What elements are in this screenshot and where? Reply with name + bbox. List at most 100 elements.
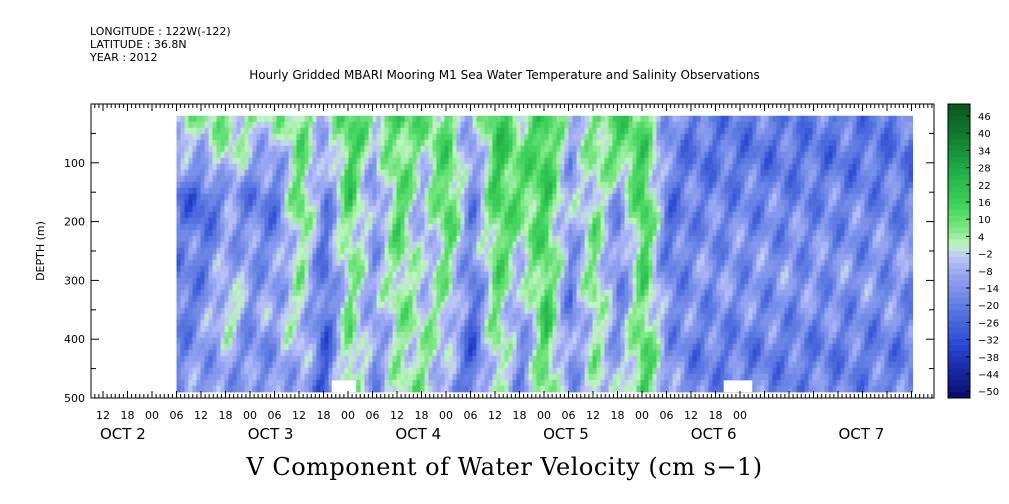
heatmap-cell bbox=[584, 205, 590, 213]
heatmap-cell bbox=[520, 253, 526, 261]
heatmap-cell bbox=[484, 115, 490, 123]
heatmap-cell bbox=[512, 115, 518, 123]
heatmap-cell bbox=[584, 337, 590, 345]
heatmap-cell bbox=[272, 283, 278, 291]
heatmap-cell bbox=[552, 289, 558, 297]
heatmap-cell bbox=[328, 163, 334, 171]
heatmap-cell bbox=[324, 379, 330, 387]
heatmap-cell bbox=[228, 253, 234, 261]
heatmap-cell bbox=[260, 295, 266, 303]
heatmap-cell bbox=[456, 343, 462, 351]
heatmap-cell bbox=[568, 337, 574, 345]
heatmap-cell bbox=[232, 193, 238, 201]
heatmap-cell bbox=[468, 145, 474, 153]
heatmap-cell bbox=[596, 235, 602, 243]
heatmap-cell bbox=[592, 295, 598, 303]
heatmap-cell bbox=[500, 337, 506, 345]
heatmap-cell bbox=[532, 307, 538, 315]
heatmap-cell bbox=[240, 175, 246, 183]
heatmap-cell bbox=[460, 241, 466, 249]
heatmap-cell bbox=[380, 151, 386, 159]
heatmap-cell bbox=[580, 169, 586, 177]
heatmap-cell bbox=[468, 331, 474, 339]
heatmap-cell bbox=[284, 163, 290, 171]
heatmap-cell bbox=[592, 385, 598, 393]
heatmap-cell bbox=[248, 373, 254, 381]
heatmap-cell bbox=[424, 253, 430, 261]
heatmap-cell bbox=[592, 247, 598, 255]
heatmap-cell bbox=[364, 115, 370, 123]
heatmap-cell bbox=[440, 175, 446, 183]
heatmap-cell bbox=[396, 115, 402, 123]
heatmap-cell bbox=[236, 193, 242, 201]
heatmap-cell bbox=[216, 205, 222, 213]
heatmap-cell bbox=[492, 361, 498, 369]
heatmap-cell bbox=[468, 223, 474, 231]
heatmap-cell bbox=[460, 283, 466, 291]
heatmap-cell bbox=[500, 229, 506, 237]
heatmap-cell bbox=[324, 193, 330, 201]
heatmap-cell bbox=[268, 247, 274, 255]
heatmap-cell bbox=[552, 157, 558, 165]
heatmap-cell bbox=[392, 121, 398, 129]
heatmap-cell bbox=[512, 205, 518, 213]
heatmap-cell bbox=[536, 361, 542, 369]
heatmap-cell bbox=[292, 211, 298, 219]
heatmap-cell bbox=[524, 241, 530, 249]
heatmap-cell bbox=[524, 313, 530, 321]
heatmap-cell bbox=[408, 373, 414, 381]
heatmap-cell bbox=[484, 325, 490, 333]
heatmap-cell bbox=[532, 325, 538, 333]
heatmap-cell bbox=[196, 193, 202, 201]
heatmap-cell bbox=[272, 223, 278, 231]
heatmap-cell bbox=[404, 217, 410, 225]
heatmap-cell bbox=[348, 163, 354, 171]
heatmap-cell bbox=[284, 337, 290, 345]
heatmap-cell bbox=[604, 259, 610, 267]
heatmap-cell bbox=[604, 385, 610, 393]
heatmap-cell bbox=[240, 337, 246, 345]
heatmap-cell bbox=[428, 301, 434, 309]
heatmap-cell bbox=[304, 373, 310, 381]
heatmap-cell bbox=[436, 157, 442, 165]
heatmap-cell bbox=[512, 343, 518, 351]
heatmap-cell bbox=[280, 181, 286, 189]
heatmap-cell bbox=[436, 187, 442, 195]
heatmap-cell bbox=[204, 223, 210, 231]
heatmap-cell bbox=[404, 115, 410, 123]
heatmap-cell bbox=[288, 199, 294, 207]
heatmap-cell bbox=[316, 223, 322, 231]
heatmap-cell bbox=[552, 319, 558, 327]
heatmap-cell bbox=[588, 367, 594, 375]
heatmap-cell bbox=[176, 241, 182, 249]
heatmap-cell bbox=[600, 241, 606, 249]
heatmap-cell bbox=[412, 325, 418, 333]
heatmap-cell bbox=[304, 295, 310, 303]
heatmap-cell bbox=[392, 277, 398, 285]
heatmap-cell bbox=[384, 361, 390, 369]
heatmap-cell bbox=[312, 325, 318, 333]
heatmap-cell bbox=[404, 139, 410, 147]
heatmap-cell bbox=[312, 271, 318, 279]
heatmap-cell bbox=[404, 235, 410, 243]
heatmap-cell bbox=[532, 121, 538, 129]
heatmap-cell bbox=[492, 187, 498, 195]
heatmap-cell bbox=[212, 253, 218, 261]
heatmap-cell bbox=[396, 307, 402, 315]
heatmap-cell bbox=[500, 241, 506, 249]
heatmap-cell bbox=[584, 271, 590, 279]
heatmap-cell bbox=[472, 175, 478, 183]
heatmap-cell bbox=[188, 217, 194, 225]
heatmap-cell bbox=[228, 307, 234, 315]
heatmap-cell bbox=[220, 301, 226, 309]
heatmap-cell bbox=[440, 325, 446, 333]
heatmap-cell bbox=[424, 337, 430, 345]
heatmap-cell bbox=[484, 217, 490, 225]
heatmap-cell bbox=[344, 355, 350, 363]
heatmap-cell bbox=[300, 385, 306, 393]
heatmap-cell bbox=[260, 283, 266, 291]
heatmap-cell bbox=[576, 163, 582, 171]
heatmap-cell bbox=[336, 355, 342, 363]
heatmap-cell bbox=[384, 241, 390, 249]
heatmap-cell bbox=[380, 157, 386, 165]
